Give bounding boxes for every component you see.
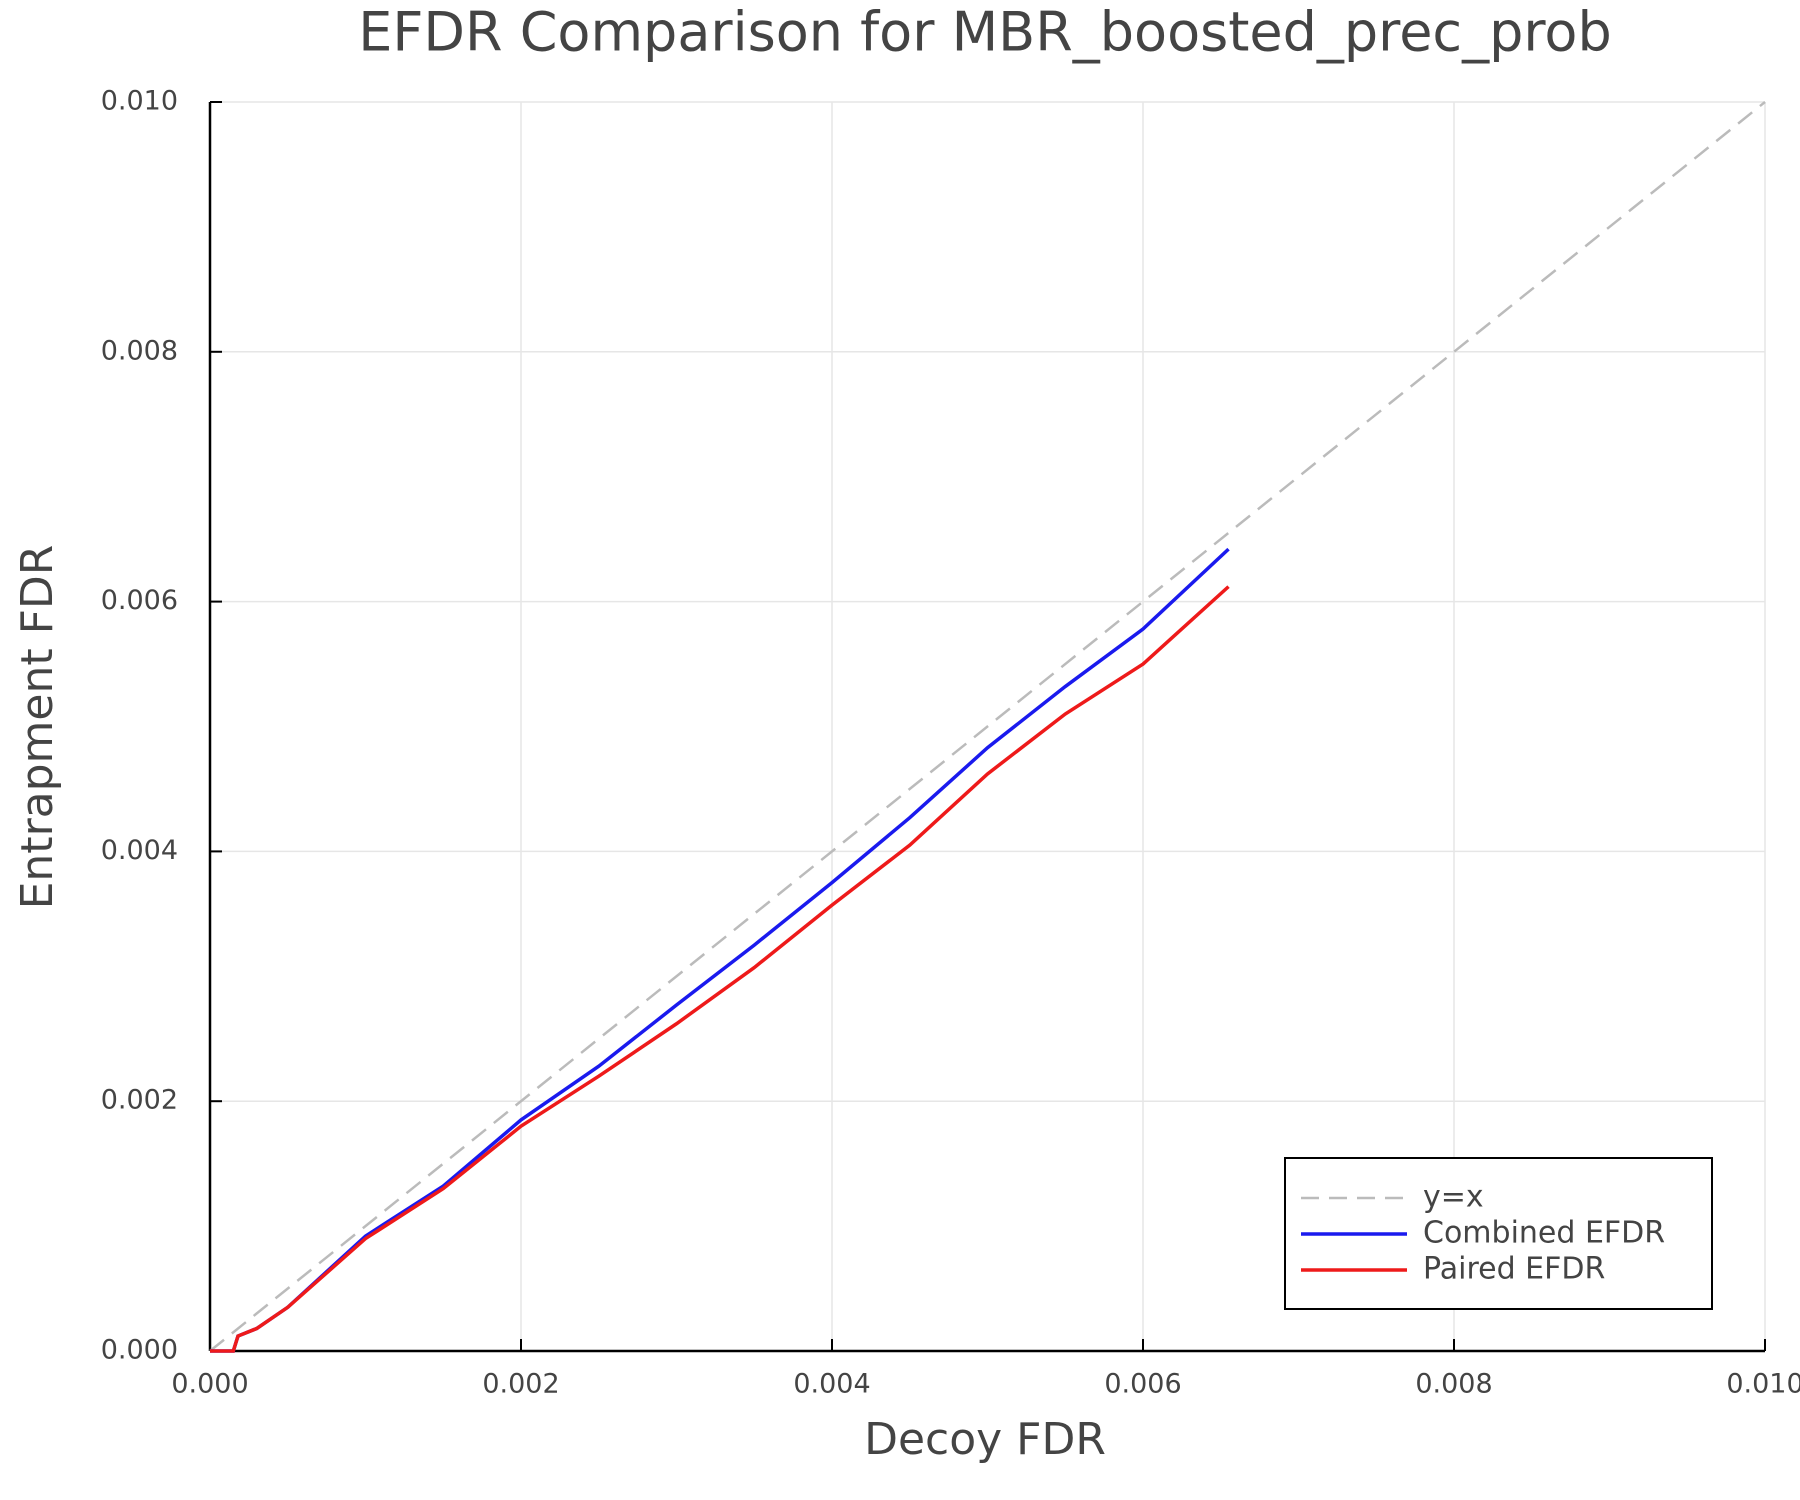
legend-label: Combined EFDR	[1423, 1216, 1665, 1251]
x-tick-label: 0.010	[1726, 1369, 1800, 1400]
series-line	[210, 585, 1230, 1353]
series-line	[209, 101, 1766, 1352]
x-tick-label: 0.000	[171, 1369, 248, 1400]
chart-title: EFDR Comparison for MBR_boosted_prec_pro…	[358, 1, 1611, 64]
y-tick-label: 0.006	[101, 585, 178, 616]
x-tick-label: 0.004	[793, 1369, 870, 1400]
x-tick-label: 0.002	[482, 1369, 559, 1400]
series-line	[210, 547, 1230, 1353]
y-tick-label: 0.004	[101, 835, 178, 866]
x-axis-label: Decoy FDR	[864, 1414, 1106, 1465]
x-tick-label: 0.006	[1104, 1369, 1181, 1400]
y-tick-label: 0.002	[101, 1085, 178, 1116]
y-tick-label: 0.008	[101, 335, 178, 366]
y-axis-label: Entrapment FDR	[12, 545, 63, 910]
y-tick-label: 0.010	[101, 86, 178, 117]
y-tick-label: 0.000	[101, 1335, 178, 1366]
x-tick-label: 0.008	[1415, 1369, 1492, 1400]
legend-label: y=x	[1423, 1180, 1484, 1215]
legend-label: Paired EFDR	[1423, 1252, 1605, 1287]
